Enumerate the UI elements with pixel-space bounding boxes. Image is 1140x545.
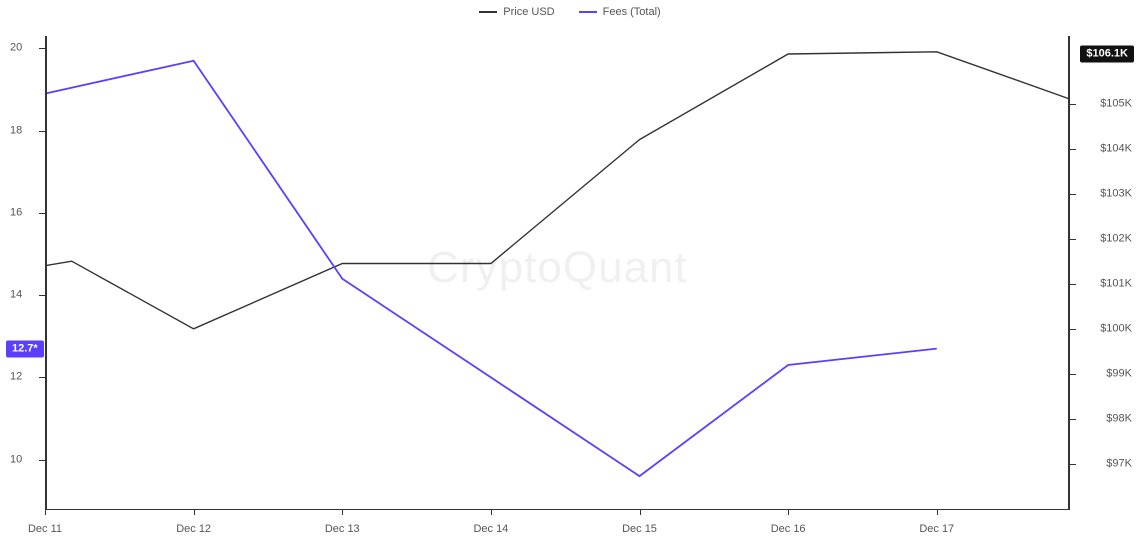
y-left-tick — [39, 213, 45, 214]
y-right-tick — [1070, 464, 1076, 465]
y-right-tick — [1070, 149, 1076, 150]
y-left-tick — [39, 460, 45, 461]
legend-item-price[interactable]: Price USD — [479, 6, 554, 18]
y-left-tick — [39, 48, 45, 49]
y-right-tick-label: $100K — [1070, 323, 1132, 334]
y-right-tick-label: $104K — [1070, 143, 1132, 154]
y-right-tick — [1070, 374, 1076, 375]
x-tick-label: Dec 13 — [325, 524, 360, 535]
legend-label-price: Price USD — [503, 6, 554, 18]
x-tick-label: Dec 17 — [919, 524, 954, 535]
y-left-tick — [39, 377, 45, 378]
x-tick-label: Dec 11 — [28, 524, 62, 535]
x-tick-label: Dec 14 — [473, 524, 508, 535]
x-tick — [45, 509, 46, 515]
y-right-tick-label: $97K — [1070, 458, 1132, 469]
x-tick — [194, 509, 195, 515]
y-right-tick — [1070, 104, 1076, 105]
chart-legend: Price USD Fees (Total) — [0, 6, 1140, 18]
y-right-tick — [1070, 239, 1076, 240]
x-tick — [342, 509, 343, 515]
left-current-badge: 12.7* — [6, 340, 44, 357]
x-tick-label: Dec 12 — [176, 524, 211, 535]
plot-svg — [45, 36, 1070, 509]
right-current-badge: $106.1K — [1080, 46, 1134, 63]
y-right-tick — [1070, 194, 1076, 195]
y-right-tick-label: $99K — [1070, 368, 1132, 379]
y-left-tick — [39, 131, 45, 132]
x-tick — [491, 509, 492, 515]
fees-line — [45, 61, 937, 476]
y-right-tick — [1070, 284, 1076, 285]
y-axis-left-line — [45, 36, 47, 509]
x-axis-line — [45, 509, 1070, 510]
x-tick — [640, 509, 641, 515]
legend-swatch-fees — [579, 11, 597, 13]
legend-item-fees[interactable]: Fees (Total) — [579, 6, 661, 18]
y-right-tick-label: $103K — [1070, 188, 1132, 199]
y-left-tick — [39, 295, 45, 296]
y-right-tick-label: $105K — [1070, 98, 1132, 109]
y-right-tick-label: $101K — [1070, 278, 1132, 289]
y-right-tick-label: $102K — [1070, 233, 1132, 244]
legend-swatch-price — [479, 11, 497, 13]
x-tick — [788, 509, 789, 515]
y-right-tick — [1070, 419, 1076, 420]
y-right-tick-label: $98K — [1070, 413, 1132, 424]
x-tick-label: Dec 16 — [771, 524, 806, 535]
legend-label-fees: Fees (Total) — [603, 6, 661, 18]
y-right-tick — [1070, 329, 1076, 330]
price-line — [45, 52, 1070, 329]
chart-container: Price USD Fees (Total) CryptoQuant 10121… — [0, 0, 1140, 545]
x-tick — [937, 509, 938, 515]
plot-area[interactable]: CryptoQuant — [45, 36, 1070, 509]
x-tick-label: Dec 15 — [622, 524, 657, 535]
